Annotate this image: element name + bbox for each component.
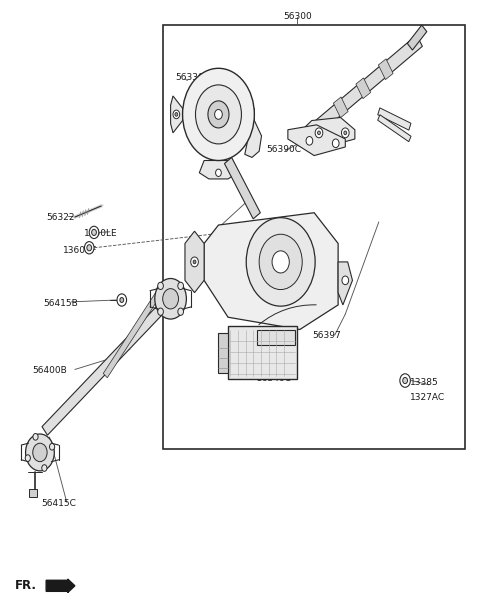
Circle shape: [92, 229, 96, 235]
Circle shape: [306, 137, 313, 145]
Circle shape: [178, 308, 183, 315]
Polygon shape: [334, 97, 348, 118]
Circle shape: [49, 444, 55, 450]
Circle shape: [25, 434, 54, 471]
Text: 56390C: 56390C: [266, 145, 301, 154]
Polygon shape: [170, 96, 182, 133]
FancyBboxPatch shape: [29, 489, 37, 496]
Polygon shape: [103, 288, 163, 378]
Circle shape: [33, 434, 38, 440]
Circle shape: [315, 128, 323, 138]
Text: 56340C: 56340C: [257, 374, 292, 383]
Text: 1360CF: 1360CF: [63, 246, 97, 255]
Circle shape: [191, 257, 198, 267]
Circle shape: [178, 282, 183, 290]
Text: 56397: 56397: [312, 331, 340, 340]
Polygon shape: [257, 330, 295, 345]
Circle shape: [342, 276, 348, 285]
Polygon shape: [408, 25, 427, 50]
Circle shape: [173, 110, 180, 119]
Polygon shape: [356, 78, 371, 99]
Circle shape: [259, 234, 302, 290]
Circle shape: [87, 245, 92, 251]
Text: FR.: FR.: [15, 579, 37, 593]
Circle shape: [208, 101, 229, 128]
Polygon shape: [204, 213, 338, 330]
Polygon shape: [245, 108, 262, 158]
Polygon shape: [338, 262, 352, 305]
Circle shape: [216, 169, 221, 176]
Circle shape: [332, 139, 339, 148]
Circle shape: [400, 374, 410, 387]
Polygon shape: [302, 118, 355, 148]
Circle shape: [33, 444, 47, 461]
Circle shape: [25, 455, 30, 461]
Polygon shape: [378, 115, 411, 142]
Circle shape: [158, 282, 163, 290]
Text: 56415C: 56415C: [41, 499, 76, 508]
Circle shape: [42, 464, 47, 471]
Circle shape: [246, 217, 315, 306]
Polygon shape: [199, 161, 238, 179]
Circle shape: [158, 308, 163, 315]
Polygon shape: [42, 294, 173, 436]
Circle shape: [344, 131, 347, 135]
Polygon shape: [225, 158, 260, 219]
Circle shape: [182, 68, 254, 161]
Circle shape: [163, 289, 179, 309]
Circle shape: [117, 294, 127, 306]
Circle shape: [155, 278, 186, 319]
Text: 56322: 56322: [46, 213, 75, 222]
Polygon shape: [378, 59, 393, 79]
FancyBboxPatch shape: [228, 326, 298, 379]
Text: 56300: 56300: [283, 12, 312, 20]
Circle shape: [272, 251, 289, 273]
Circle shape: [403, 378, 408, 384]
FancyArrow shape: [46, 579, 75, 593]
Circle shape: [84, 241, 94, 254]
Circle shape: [175, 113, 178, 116]
Polygon shape: [304, 35, 422, 142]
Circle shape: [193, 260, 196, 264]
Text: 13385: 13385: [410, 378, 439, 387]
Circle shape: [215, 110, 222, 120]
FancyBboxPatch shape: [217, 333, 228, 373]
Circle shape: [89, 226, 99, 238]
Text: 1350LE: 1350LE: [84, 229, 118, 238]
Text: 1327AC: 1327AC: [410, 392, 445, 402]
Text: 56400B: 56400B: [32, 366, 67, 375]
Text: 56330A: 56330A: [175, 73, 210, 82]
Polygon shape: [185, 231, 204, 293]
Polygon shape: [288, 125, 345, 156]
Circle shape: [341, 128, 349, 138]
Text: 56415B: 56415B: [44, 299, 79, 307]
Circle shape: [318, 131, 321, 135]
Circle shape: [120, 298, 124, 302]
Polygon shape: [378, 108, 411, 130]
Circle shape: [195, 85, 241, 144]
